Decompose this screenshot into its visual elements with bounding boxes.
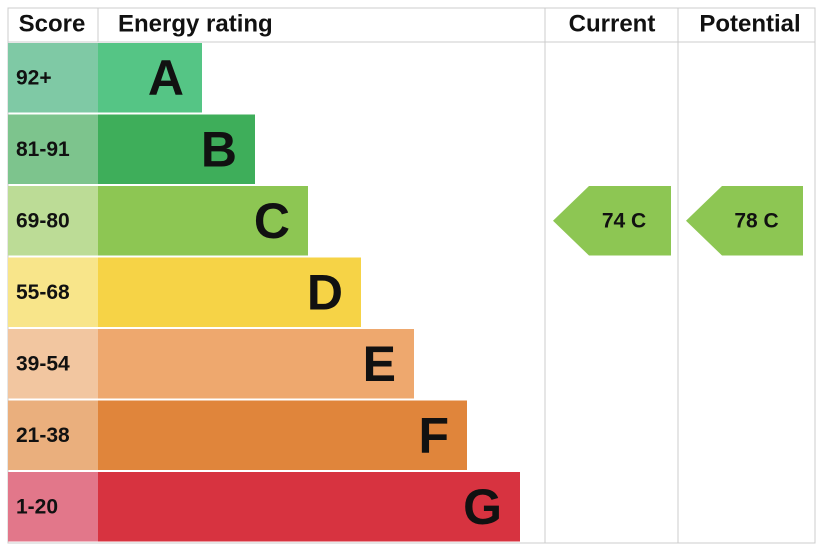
potential-label: 78 C	[734, 209, 778, 232]
header-potential: Potential	[699, 10, 800, 37]
rating-bar	[98, 257, 361, 327]
score-cell	[8, 114, 98, 184]
rating-letter: B	[201, 121, 237, 177]
score-cell	[8, 400, 98, 470]
header-score: Score	[19, 10, 86, 37]
score-label: 92+	[16, 66, 52, 89]
score-label: 81-91	[16, 138, 70, 161]
current-arrow	[553, 186, 671, 256]
score-cell	[8, 329, 98, 399]
rating-letter: A	[148, 50, 184, 106]
current-label: 74 C	[602, 209, 646, 232]
score-cell	[8, 472, 98, 542]
header-rating: Energy rating	[118, 10, 273, 37]
rating-letter: F	[418, 407, 449, 463]
rating-letter: C	[254, 193, 290, 249]
rating-bar	[98, 186, 308, 256]
score-cell	[8, 186, 98, 256]
rating-bar	[98, 329, 414, 399]
rating-bar	[98, 114, 255, 184]
header-current: Current	[569, 10, 656, 37]
rating-letter: E	[363, 336, 396, 392]
score-cell	[8, 257, 98, 327]
score-label: 39-54	[16, 352, 70, 375]
score-label: 69-80	[16, 209, 70, 232]
rating-letter: G	[463, 479, 502, 535]
score-label: 55-68	[16, 281, 70, 304]
score-cell	[8, 43, 98, 113]
score-label: 1-20	[16, 495, 58, 518]
rating-bar	[98, 472, 520, 542]
rating-letter: D	[307, 264, 343, 320]
rating-bar	[98, 400, 467, 470]
score-label: 21-38	[16, 424, 70, 447]
rating-bar	[98, 43, 202, 113]
potential-arrow	[686, 186, 803, 256]
